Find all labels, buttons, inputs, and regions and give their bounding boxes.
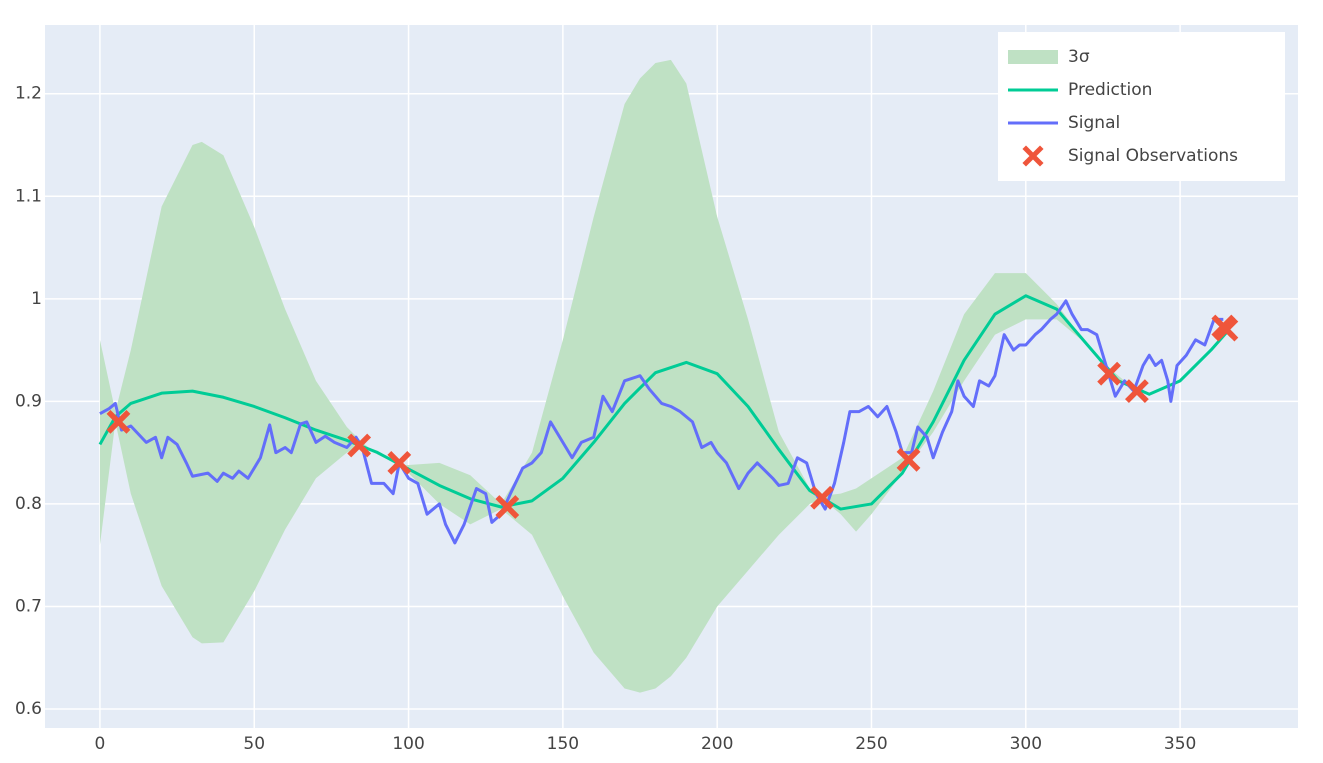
y-tick-label: 0.7	[15, 596, 42, 616]
y-tick-label: 1.2	[15, 84, 42, 104]
series-line	[99, 299, 1224, 545]
legend-label: Prediction	[1068, 80, 1152, 100]
observation-marker	[347, 433, 372, 458]
observation-marker	[1125, 379, 1149, 404]
observation-marker	[495, 495, 520, 519]
x-tick-label: 250	[855, 734, 887, 754]
legend-label: Signal	[1068, 113, 1120, 133]
plot-layer	[98, 59, 1239, 693]
y-tick-label: 1.1	[15, 186, 42, 206]
observation-marker	[106, 409, 131, 434]
observation-marker	[1097, 361, 1122, 386]
x-tick-label: 150	[547, 734, 579, 754]
x-tick-label: 200	[701, 734, 733, 754]
x-tick-label: 0	[95, 734, 106, 754]
x-tick-label: 50	[243, 734, 265, 754]
legend-label: 3σ	[1068, 47, 1090, 67]
y-tick-label: 0.9	[15, 391, 42, 411]
observation-marker	[896, 447, 921, 472]
y-tick-label: 0.8	[15, 494, 42, 514]
observation-marker	[810, 485, 834, 510]
x-tick-label: 350	[1164, 734, 1196, 754]
legend-label: Signal Observations	[1068, 146, 1238, 166]
x-tick-label: 100	[392, 734, 424, 754]
observation-marker	[1214, 317, 1239, 342]
x-tick-label: 300	[1010, 734, 1042, 754]
y-tick-label: 0.6	[15, 699, 42, 719]
legend-swatch	[1022, 145, 1044, 167]
legend-swatch	[1008, 50, 1058, 64]
series-line	[98, 294, 1228, 511]
observation-marker	[387, 451, 412, 475]
y-tick-label: 1	[31, 289, 42, 309]
sigma-band	[99, 59, 1227, 693]
